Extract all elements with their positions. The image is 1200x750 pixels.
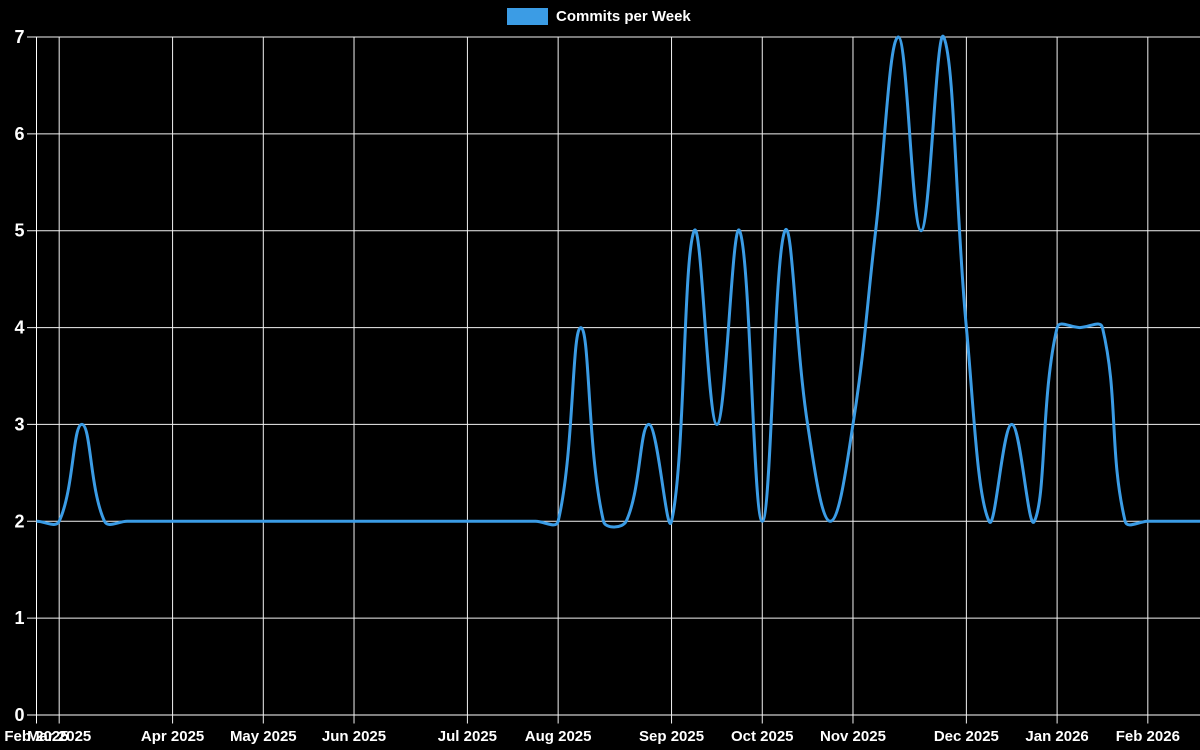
y-tick-label: 7 xyxy=(14,27,24,47)
x-tick-label: Nov 2025 xyxy=(820,728,886,745)
commits-line xyxy=(36,35,1200,529)
y-tick-label: 4 xyxy=(14,318,24,338)
x-tick-label: Dec 2025 xyxy=(934,728,999,745)
y-tick-label: 6 xyxy=(14,124,24,144)
legend[interactable]: Commits per Week xyxy=(507,8,691,25)
y-tick-label: 1 xyxy=(14,608,24,628)
x-tick-label: Feb 2026 xyxy=(1116,728,1180,745)
y-tick-label: 5 xyxy=(14,221,24,241)
y-tick-label: 2 xyxy=(14,511,24,531)
legend-label: Commits per Week xyxy=(556,8,691,25)
legend-swatch xyxy=(507,8,548,25)
x-tick-label: Mar 2025 xyxy=(27,728,91,745)
y-tick-label: 0 xyxy=(14,705,24,725)
y-tick-label: 3 xyxy=(14,414,24,434)
x-tick-label: Feb 2025 xyxy=(4,728,68,745)
x-tick-label: May 2025 xyxy=(230,728,297,745)
x-tick-label: Jul 2025 xyxy=(438,728,497,745)
x-tick-label: Sep 2025 xyxy=(639,728,704,745)
x-tick-label: Aug 2025 xyxy=(525,728,592,745)
x-tick-label: Oct 2025 xyxy=(731,728,794,745)
x-tick-label: Jan 2026 xyxy=(1025,728,1088,745)
x-tick-label: Apr 2025 xyxy=(141,728,204,745)
x-tick-label: Jun 2025 xyxy=(322,728,386,745)
